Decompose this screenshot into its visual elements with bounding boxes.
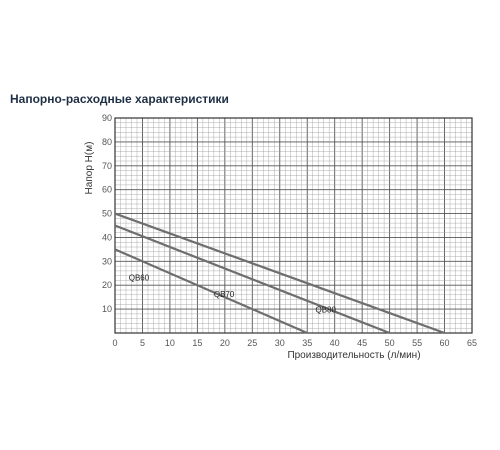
x-tick-label: 30 bbox=[275, 338, 285, 348]
y-tick-labels: 10 20 30 40 50 60 70 80 90 bbox=[102, 113, 112, 314]
x-tick-label: 40 bbox=[330, 338, 340, 348]
series-line bbox=[114, 224, 391, 335]
y-tick-label: 50 bbox=[102, 209, 112, 219]
series-label: QB60 bbox=[129, 273, 150, 282]
series-label: QB80 bbox=[315, 306, 336, 315]
series-label: QB70 bbox=[214, 290, 235, 299]
x-tick-label: 65 bbox=[467, 338, 477, 348]
y-tick-label: 30 bbox=[102, 256, 112, 266]
curves bbox=[114, 212, 445, 335]
y-tick-label: 20 bbox=[102, 280, 112, 290]
y-tick-label: 60 bbox=[102, 185, 112, 195]
x-tick-label: 10 bbox=[165, 338, 175, 348]
series-line bbox=[114, 212, 445, 335]
x-tick-label: 35 bbox=[302, 338, 312, 348]
y-axis-label: Напор H(м) bbox=[84, 142, 95, 195]
series-labels: QB60 QB70 QB80 bbox=[129, 273, 337, 314]
plot-frame bbox=[114, 117, 473, 334]
y-tick-label: 70 bbox=[102, 161, 112, 171]
x-tick-label: 0 bbox=[112, 338, 117, 348]
series-line bbox=[114, 248, 308, 335]
x-tick-label: 5 bbox=[140, 338, 145, 348]
y-tick-label: 90 bbox=[102, 113, 112, 123]
x-tick-label: 55 bbox=[412, 338, 422, 348]
y-tick-label: 80 bbox=[102, 137, 112, 147]
x-tick-label: 15 bbox=[192, 338, 202, 348]
grid bbox=[114, 117, 473, 334]
x-tick-label: 50 bbox=[385, 338, 395, 348]
x-tick-label: 60 bbox=[440, 338, 450, 348]
x-axis-label: Производительность (л/мин) bbox=[287, 350, 420, 361]
x-tick-label: 25 bbox=[247, 338, 257, 348]
chart-title: Напорно-расходные характеристики bbox=[10, 92, 229, 106]
y-tick-label: 40 bbox=[102, 232, 112, 242]
x-tick-labels: 0 5 10 15 20 25 30 35 40 45 50 55 60 65 bbox=[112, 338, 477, 348]
x-tick-label: 20 bbox=[220, 338, 230, 348]
y-tick-label: 10 bbox=[102, 304, 112, 314]
x-tick-label: 45 bbox=[357, 338, 367, 348]
